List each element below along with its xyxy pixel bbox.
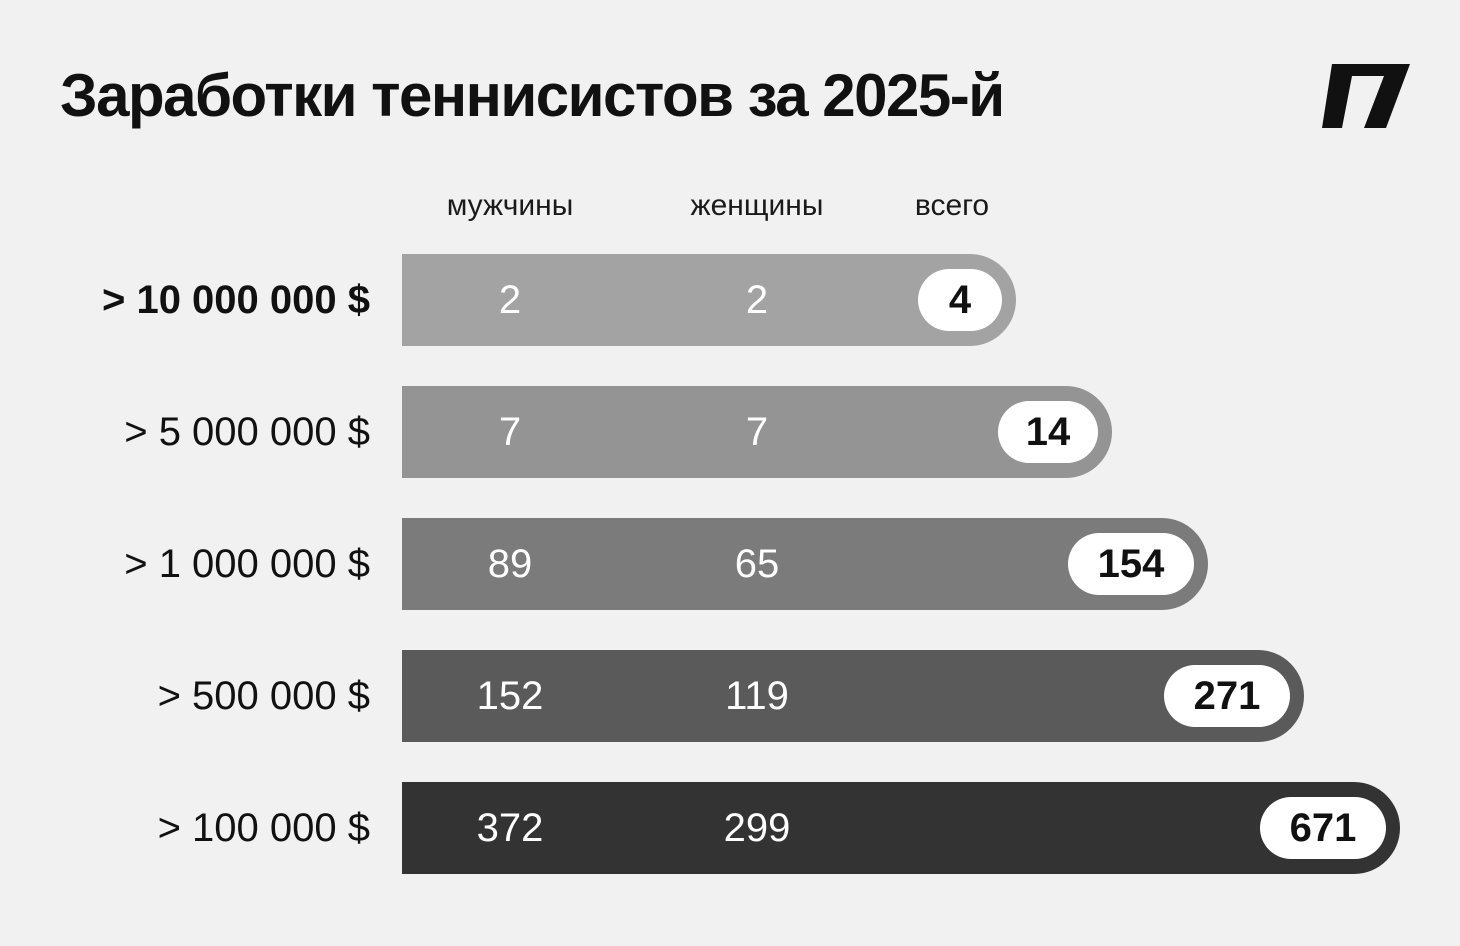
men-value: 152 [476,674,544,718]
bar-row: > 10 000 000 $ 2 2 4 [0,254,1460,346]
women-value: 299 [723,806,791,850]
bar [402,650,1304,742]
women-value: 7 [745,410,769,454]
women-value: 65 [734,542,780,586]
chart-title: Заработки теннисистов за 2025-й [60,62,1005,129]
category-label: > 1 000 000 $ [124,542,370,586]
men-value: 372 [476,806,544,850]
bar [402,386,1112,478]
men-value: 2 [498,278,522,322]
total-value-pill: 14 [998,401,1098,463]
bar-row: > 100 000 $ 372 299 671 [0,782,1460,874]
bar-row: > 5 000 000 $ 7 7 14 [0,386,1460,478]
total-value-pill: 271 [1164,665,1290,727]
total-value-pill: 671 [1260,797,1386,859]
bar-row: > 500 000 $ 152 119 271 [0,650,1460,742]
category-label: > 500 000 $ [157,674,370,718]
total-value-pill: 4 [918,269,1002,331]
category-label: > 10 000 000 $ [101,278,370,322]
category-label: > 100 000 $ [157,806,370,850]
women-value: 119 [725,674,789,718]
bar [402,254,1016,346]
men-value: 7 [498,410,522,454]
bar-row: > 1 000 000 $ 89 65 154 [0,518,1460,610]
men-value: 89 [487,542,533,586]
logo-icon [1322,64,1410,128]
column-header-total: всего [914,189,990,222]
column-header-men: мужчины [446,189,574,222]
bar [402,782,1400,874]
total-value-pill: 154 [1068,533,1194,595]
category-label: > 5 000 000 $ [124,410,370,454]
column-header-women: женщины [690,189,824,222]
women-value: 2 [745,278,769,322]
